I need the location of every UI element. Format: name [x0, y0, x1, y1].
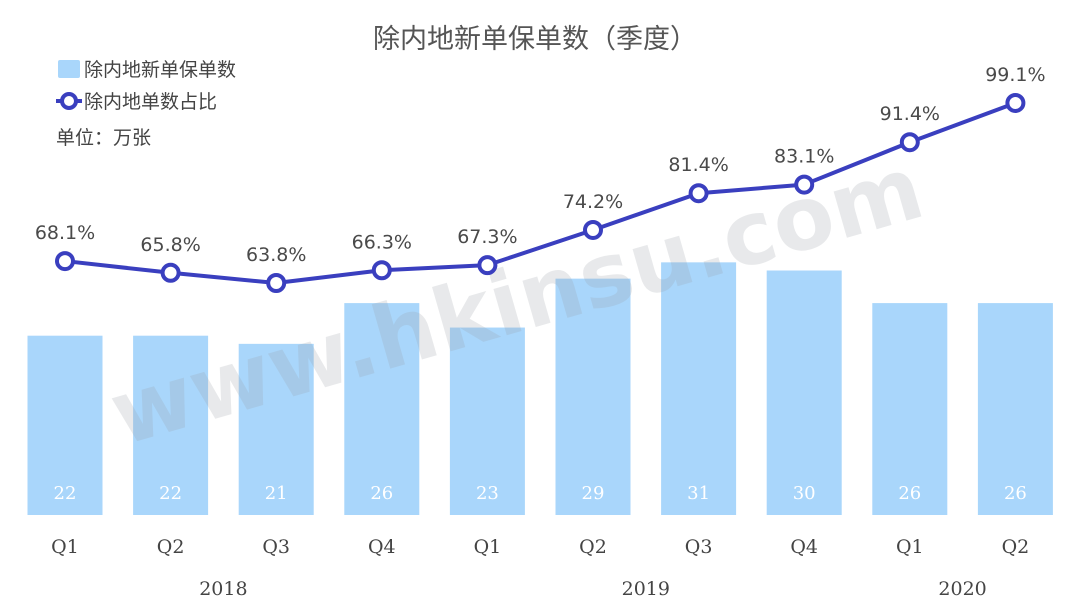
bar-value-label: 22: [159, 483, 182, 504]
x-tick-label: Q2: [579, 536, 607, 558]
line-point: [899, 132, 920, 153]
share-line: [64, 101, 1017, 285]
line-point: [688, 183, 709, 204]
line-point: [55, 251, 75, 272]
x-tick-label: Q3: [685, 536, 713, 558]
legend-bar-swatch: [58, 60, 80, 78]
x-tick-label: Q2: [1002, 536, 1030, 558]
x-tick-label: Q4: [368, 536, 396, 558]
line-point: [266, 273, 287, 293]
x-tick-label: Q1: [51, 536, 79, 558]
line-point: [477, 255, 498, 276]
legend-line-marker: [60, 92, 78, 110]
bar: [872, 303, 948, 515]
bar-value-label: 30: [793, 483, 816, 504]
percent-label: 65.8%: [140, 234, 200, 256]
x-tick-label: Q1: [896, 536, 924, 558]
bar-value-label: 21: [265, 483, 288, 504]
line-point: [583, 219, 603, 240]
bar-value-label: 23: [476, 483, 499, 504]
unit-label: 单位：万张: [56, 127, 151, 149]
percent-label: 99.1%: [985, 64, 1045, 86]
bars-layer: 22 22 21 26 23 29 31 30 26 26: [27, 262, 1053, 515]
percent-label: 83.1%: [774, 146, 834, 168]
bar: [977, 303, 1053, 515]
bar-value-label: 26: [1004, 483, 1027, 504]
line-point: [794, 174, 815, 195]
percent-label: 81.4%: [668, 154, 728, 176]
bar: [449, 327, 525, 515]
bar-value-label: 31: [687, 483, 710, 504]
percent-label: 68.1%: [35, 222, 95, 244]
year-label: 2018: [199, 578, 247, 600]
x-tick-label: Q1: [474, 536, 502, 558]
bar: [133, 335, 209, 515]
line-point: [371, 260, 392, 281]
x-tick-label: Q2: [157, 536, 185, 558]
percent-label: 66.3%: [352, 231, 412, 253]
year-label: 2020: [938, 578, 986, 600]
bar: [661, 262, 737, 515]
bar: [555, 278, 631, 515]
year-label: 2019: [622, 578, 670, 600]
percent-label: 67.3%: [457, 226, 517, 248]
percent-label: 91.4%: [880, 103, 940, 125]
bar-value-label: 29: [582, 483, 605, 504]
x-tick-label: Q4: [790, 536, 818, 558]
percent-label: 74.2%: [563, 191, 623, 213]
bar-value-label: 22: [54, 483, 77, 504]
bar: [238, 343, 314, 515]
percent-label: 63.8%: [246, 244, 306, 266]
line-point: [160, 262, 181, 283]
bar: [344, 303, 420, 515]
chart-title: 除内地新单保单数（季度）: [373, 24, 697, 55]
legend-bar-label: 除内地新单保单数: [84, 59, 236, 81]
x-axis: Q1 Q2 Q3 Q4 Q1 Q2 Q3 Q4 Q1 Q2 2018 2019 2020: [51, 536, 1029, 600]
line-point: [1005, 92, 1026, 113]
bar: [766, 270, 842, 515]
x-tick-label: Q3: [262, 536, 290, 558]
bar: [27, 335, 103, 515]
legend-line-label: 除内地单数占比: [84, 91, 217, 113]
bar-value-label: 26: [370, 483, 393, 504]
bar-value-label: 26: [898, 483, 921, 504]
line-layer: 68.1% 65.8% 63.8% 66.3% 67.3% 74.2% 81.4% 83.1%…: [35, 64, 1046, 293]
